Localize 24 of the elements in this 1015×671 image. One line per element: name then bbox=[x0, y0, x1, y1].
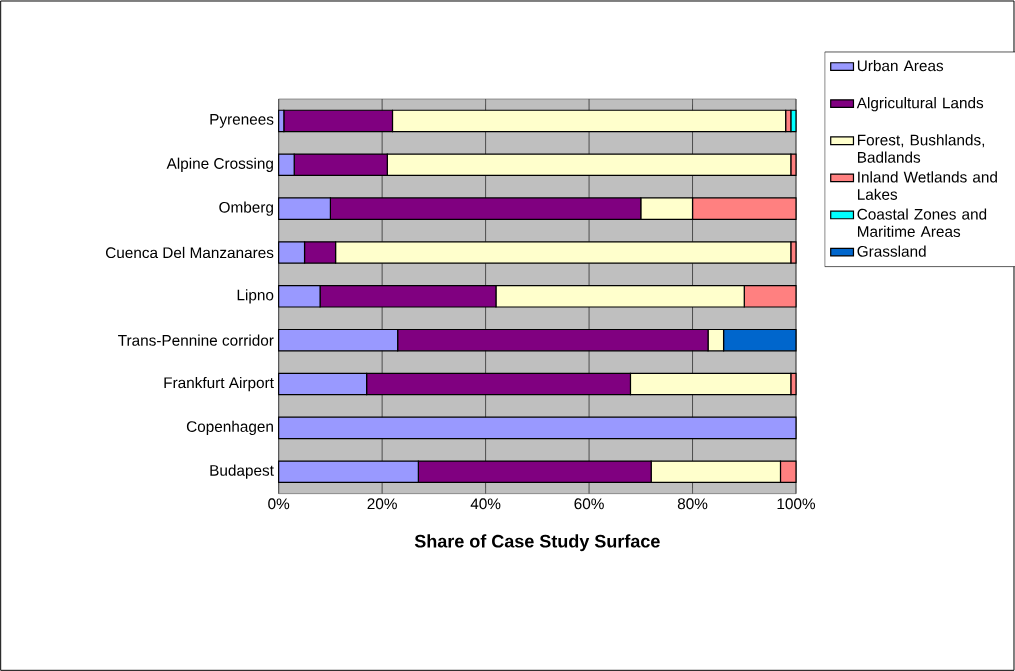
y-tick-label: Alpine Crossing bbox=[166, 157, 273, 172]
bar bbox=[278, 416, 797, 440]
x-tick-label: 40% bbox=[470, 498, 501, 510]
x-tick-label: 80% bbox=[677, 498, 708, 510]
bar bbox=[790, 109, 797, 133]
x-tick-label: 100% bbox=[777, 498, 816, 510]
y-tick-label: Trans-Pennine corridor bbox=[118, 334, 274, 346]
x-tick-label: 0% bbox=[268, 498, 290, 510]
y-tick-label: Lipno bbox=[237, 289, 274, 304]
legend-label: Coastal Zones and Maritime Areas bbox=[857, 208, 987, 237]
y-tick-label: Cuenca Del Manzanares bbox=[105, 246, 274, 259]
y-tick-label: Budapest bbox=[210, 464, 274, 479]
y-tick-label: Copenhagen bbox=[186, 420, 273, 436]
legend-label: Grassland bbox=[857, 245, 926, 257]
y-tick-label: Omberg bbox=[219, 201, 273, 216]
legend-label: Forest, Bushlands, Badlands bbox=[858, 134, 985, 163]
x-axis-title: Share of Case Study Surface bbox=[414, 534, 660, 552]
legend-label: Algricultural Lands bbox=[856, 97, 984, 112]
y-tick-label: Pyrenees bbox=[210, 114, 274, 128]
legend-label: Urban Areas bbox=[857, 59, 944, 72]
x-tick-label: 20% bbox=[367, 498, 397, 510]
y-tick-label: Frankfurt Airport bbox=[164, 376, 274, 392]
x-tick-label: 60% bbox=[574, 498, 604, 510]
legend-label: Inland Wetlands and Lakes bbox=[858, 171, 997, 200]
